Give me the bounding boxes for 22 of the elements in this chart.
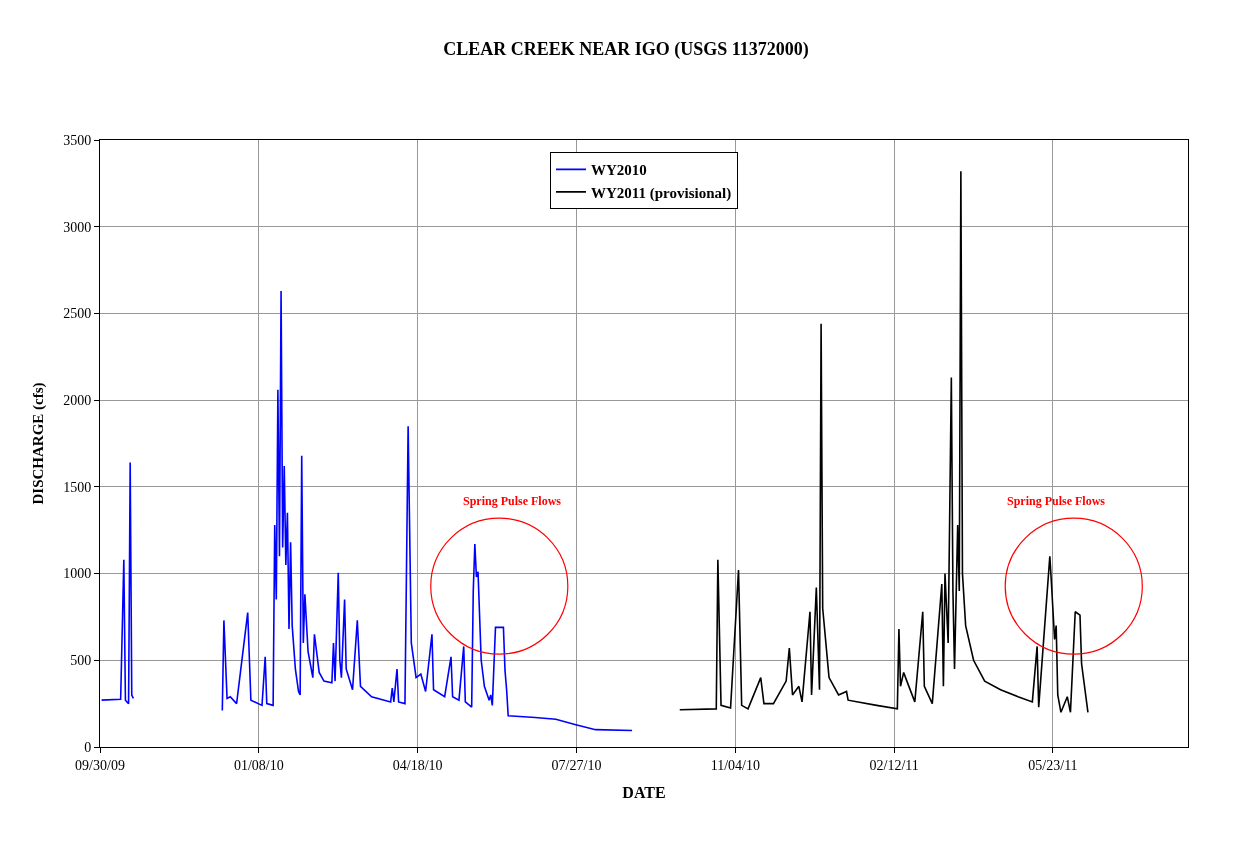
y-tick-label: 500: [70, 653, 92, 669]
annotation: Spring Pulse Flows: [463, 494, 562, 508]
x-tick-label: 09/30/09: [75, 757, 125, 773]
y-tick-label: 1000: [63, 566, 92, 582]
x-axis-title: DATE: [622, 784, 666, 802]
x-tick-label: 04/18/10: [392, 757, 443, 773]
y-tick-label: 2000: [63, 393, 92, 409]
y-tick-label: 1500: [63, 479, 92, 495]
y-tick-label: 3500: [63, 132, 92, 148]
chart-title: CLEAR CREEK NEAR IGO (USGS 11372000): [443, 39, 809, 61]
y-axis-title: DISCHARGE (cfs): [30, 382, 48, 505]
y-tick-label: 2500: [63, 306, 92, 322]
legend-label: WY2011 (provisional): [591, 184, 732, 202]
x-tick-label: 05/23/11: [1028, 757, 1078, 773]
x-tick-label: 02/12/11: [869, 757, 919, 773]
y-tick-label: 0: [84, 739, 92, 755]
legend-label: WY2010: [591, 162, 647, 179]
y-tick-label: 3000: [63, 219, 92, 235]
x-tick-label: 01/08/10: [233, 757, 284, 773]
x-tick-label: 07/27/10: [551, 757, 602, 773]
x-tick-label: 11/04/10: [710, 757, 760, 773]
annotation: Spring Pulse Flows: [1007, 494, 1106, 508]
